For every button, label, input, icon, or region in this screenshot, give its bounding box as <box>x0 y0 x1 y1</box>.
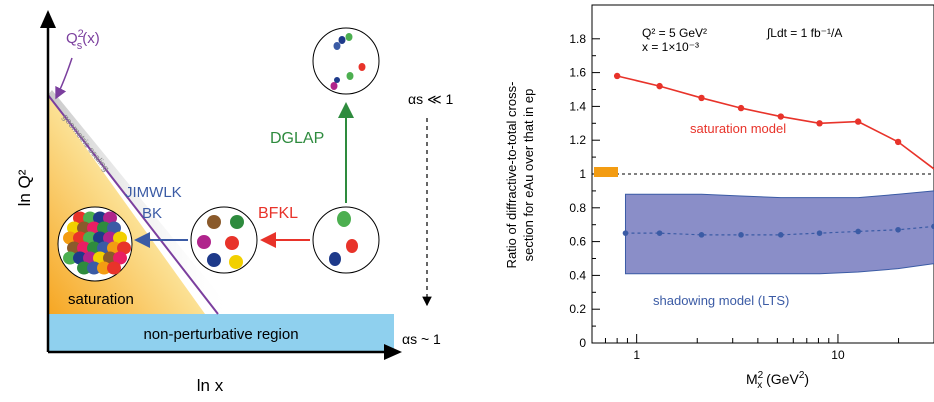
gluon-dot <box>117 241 131 255</box>
shadowing-point <box>931 223 934 230</box>
gluon-dot <box>73 251 87 265</box>
dglap-nucleus <box>312 27 380 95</box>
saturation-point <box>698 94 705 102</box>
gluon-dot <box>97 221 111 235</box>
y-axis-label: ln Q² <box>15 169 34 206</box>
gluon-dot <box>73 211 87 225</box>
x-axis-label: ln x <box>197 376 224 395</box>
shadowing-model-line <box>625 225 934 236</box>
gluon-dot <box>93 231 107 245</box>
q2-annotation: Q² = 5 GeV² <box>642 26 707 40</box>
gluon-dot <box>103 211 117 225</box>
gluon-dot <box>113 231 127 245</box>
saturation-model-label: saturation model <box>690 121 786 136</box>
shadowing-point <box>855 228 861 235</box>
y-tick-label: 0.6 <box>569 235 586 249</box>
saturation-point <box>737 104 745 112</box>
y-tick-label: 0.8 <box>569 201 586 215</box>
shadowing-model-label: shadowing model (LTS) <box>653 293 789 308</box>
gluon-dot <box>63 251 77 265</box>
y-tick-label: 0.4 <box>569 268 586 282</box>
gluon-dot <box>63 231 77 245</box>
shadowing-point <box>656 230 663 236</box>
evolution-diagram: ln Q² ln x Q2 s(x) geometric scaling JIMW… <box>15 10 454 395</box>
gluon-dot <box>93 251 107 265</box>
saturation-boundary-line <box>47 94 219 315</box>
y-tick-label: 1.4 <box>569 99 586 113</box>
gluon-dot <box>113 251 127 265</box>
gluon-dot <box>73 231 87 245</box>
tick-layer: 0 0.2 0.4 0.6 0.8 1 1.2 1.4 1.6 1.8 1 10 <box>569 32 934 362</box>
saturation-point <box>656 82 663 90</box>
y-tick-label: 0.2 <box>569 302 586 316</box>
gluon-dot <box>93 211 107 225</box>
geometric-scaling-band <box>48 90 235 314</box>
x-axis-title: M2 x (GeV2) <box>746 370 809 391</box>
shadowing-point <box>777 232 784 238</box>
non-perturbative-label: non-perturbative region <box>143 326 298 343</box>
qs-label: Q2 s(x) <box>66 28 100 52</box>
dilute-nucleus <box>312 206 380 274</box>
shadowing-point <box>622 230 629 236</box>
gluon-dot <box>97 261 111 275</box>
gluon-dot <box>83 231 97 245</box>
shadowing-point <box>698 232 705 238</box>
bk-label: BK <box>142 205 162 222</box>
gluon-dot <box>83 211 97 225</box>
gluon-dot <box>87 261 101 275</box>
saturation-point <box>816 120 823 127</box>
gluon-dot <box>77 221 91 235</box>
saturation-point <box>613 72 621 80</box>
alpha-s-one-label: αs ~ 1 <box>402 331 441 347</box>
saturation-point <box>777 113 784 120</box>
saturation-point <box>854 118 862 125</box>
gluon-dot <box>107 221 121 235</box>
qs-pointer-arrow <box>55 57 73 100</box>
ratio-chart: 0 0.2 0.4 0.6 0.8 1 1.2 1.4 1.6 1.8 1 10 Q² = 5 GeV… <box>504 4 934 391</box>
bfkl-nucleus <box>190 206 258 274</box>
gluon-dot <box>87 221 101 235</box>
x-tick-label: 10 <box>831 348 845 362</box>
y-axis-title-line1: Ratio of diffractive-to-total cross- <box>504 82 519 269</box>
x-tick-label: 1 <box>633 348 640 362</box>
x-axis-arrowhead <box>384 344 402 360</box>
y-tick-label: 1.2 <box>569 133 586 147</box>
bfkl-label: BFKL <box>258 205 298 222</box>
series-layer <box>613 72 934 238</box>
saturated-nucleus <box>57 206 133 282</box>
gluon-dot <box>83 251 97 265</box>
y-axis-arrowhead <box>40 10 56 28</box>
shadowing-point <box>816 230 823 236</box>
y-axis-title-line2: section for eAu over that in ep <box>521 89 536 262</box>
gluon-dot <box>77 241 91 255</box>
y-tick-label: 1.6 <box>569 66 586 80</box>
saturation-point <box>894 138 902 146</box>
shadowing-point <box>738 232 744 238</box>
dglap-label: DGLAP <box>270 130 324 147</box>
gluon-dot <box>107 241 121 255</box>
y-tick-label: 1.8 <box>569 32 586 46</box>
jimwlk-label: JIMWLK <box>125 184 182 201</box>
gluon-dot <box>107 261 121 275</box>
non-perturbative-region <box>48 314 394 352</box>
gluon-dot <box>103 231 117 245</box>
gluon-dot <box>67 221 81 235</box>
gluon-dot <box>67 241 81 255</box>
y-tick-label: 1 <box>579 167 586 181</box>
alpha-s-small-label: αs ≪ 1 <box>408 91 454 107</box>
gluon-dot <box>103 251 117 265</box>
ep-reference-marker <box>594 167 618 177</box>
x-annotation: x = 1×10⁻³ <box>642 40 699 54</box>
gluon-dot <box>87 241 101 255</box>
lumi-annotation: ∫Ldt = 1 fb⁻¹/A <box>766 26 842 40</box>
y-tick-label: 0 <box>579 336 586 350</box>
gluon-dot <box>77 261 91 275</box>
shadowing-point <box>895 226 901 233</box>
saturation-label: saturation <box>68 291 134 308</box>
gluon-dot <box>97 241 111 255</box>
